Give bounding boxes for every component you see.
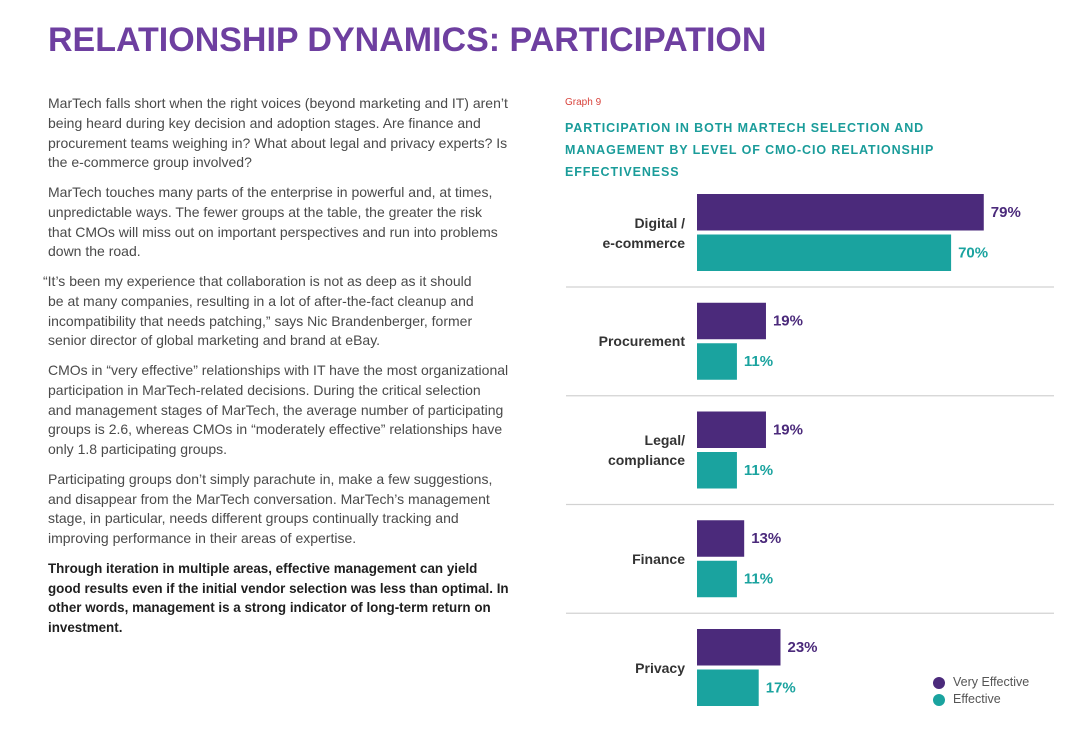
bar-very-effective [697, 520, 745, 557]
category-label: Legal/ compliance [607, 432, 685, 468]
value-label-effective: 17% [766, 679, 796, 696]
category-group: 19% 11% [697, 411, 803, 489]
legend-item-effective: Effective [933, 691, 1029, 708]
body-paragraph: MarTech falls short when the right voice… [48, 95, 508, 171]
page-title: RELATIONSHIP DYNAMICS: PARTICIPATION [48, 21, 767, 59]
graph-number-label: Graph 9 [565, 97, 602, 108]
chart-title: PARTICIPATION IN BOTH MARTECH SELECTION … [565, 121, 935, 179]
value-label-very-effective: 79% [991, 204, 1021, 221]
value-label-effective: 11% [744, 353, 773, 370]
bar-effective [697, 234, 952, 271]
legend-item-very-effective: Very Effective [933, 674, 1029, 691]
value-label-effective: 70% [958, 244, 988, 261]
value-label-very-effective: 19% [773, 421, 803, 438]
legend-label: Very Effective [953, 675, 1030, 689]
value-label-very-effective: 13% [751, 530, 781, 547]
chart-legend: Very Effective Effective [933, 674, 1029, 708]
bar-effective [697, 669, 759, 706]
category-label: Digital / e-commerce [602, 214, 686, 251]
bar-effective [697, 452, 737, 489]
body-paragraph: CMOs in “very effective” relationships w… [48, 362, 509, 457]
category-group: 79% 70% [697, 194, 1021, 271]
chart-figure: 79% 70% 19% 11% 19% 11% 13% 11% 23% 17% Digital /… [560, 185, 1070, 720]
value-label-effective: 11% [744, 571, 773, 588]
category-group: 23% 17% [697, 629, 818, 706]
value-label-very-effective: 19% [773, 313, 803, 330]
value-label-effective: 11% [744, 462, 773, 479]
body-paragraph: MarTech touches many parts of the enterp… [48, 184, 498, 260]
category-group: 13% 11% [697, 520, 781, 598]
bar-very-effective [697, 194, 984, 231]
legend-swatch-very-effective [933, 676, 945, 689]
bar-very-effective [697, 629, 781, 666]
category-group: 19% 11% [697, 302, 803, 380]
key-takeaway-paragraph: Through iteration in multiple areas, eff… [48, 560, 509, 635]
bar-very-effective [697, 411, 766, 448]
value-label-very-effective: 23% [787, 639, 817, 656]
article-body: MarTech falls short when the right voice… [43, 94, 553, 648]
bar-effective [697, 343, 737, 380]
bar-chart-svg: 79% 70% 19% 11% 19% 11% 13% 11% 23% 17% [566, 194, 1054, 706]
category-label: Procurement [598, 333, 685, 350]
body-paragraph: Participating groups don’t simply parach… [48, 470, 493, 546]
legend-label: Effective [953, 692, 1001, 706]
legend-swatch-effective [933, 693, 945, 706]
bar-very-effective [697, 302, 766, 340]
category-label: Finance [632, 550, 685, 567]
bar-effective [697, 560, 737, 598]
quote-paragraph: “It’s been my experience that collaborat… [43, 273, 474, 349]
category-label: Privacy [635, 659, 685, 676]
